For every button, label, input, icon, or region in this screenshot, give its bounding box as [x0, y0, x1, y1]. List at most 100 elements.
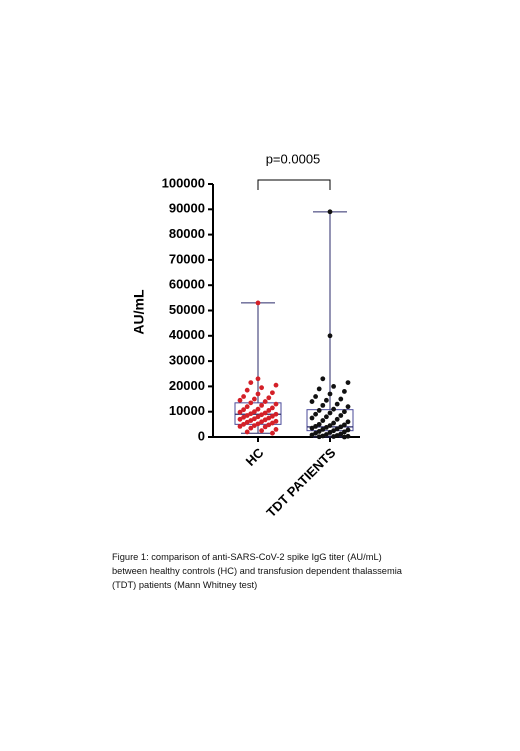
- data-point: [327, 333, 333, 339]
- data-point: [252, 409, 257, 415]
- data-point: [248, 425, 254, 431]
- data-point: [313, 411, 318, 417]
- data-point: [316, 386, 322, 392]
- data-point: [259, 412, 264, 418]
- data-point: [309, 432, 315, 438]
- data-point: [327, 391, 333, 397]
- data-point: [244, 404, 250, 410]
- data-point: [255, 376, 261, 382]
- data-point: [270, 430, 275, 436]
- data-point: [342, 422, 347, 428]
- data-point: [241, 394, 247, 399]
- data-point: [309, 399, 315, 404]
- data-point: [324, 397, 329, 403]
- data-point: [244, 419, 250, 425]
- data-point: [270, 390, 275, 396]
- data-point: [331, 434, 336, 439]
- data-point: [342, 409, 347, 415]
- data-point: [331, 406, 336, 412]
- data-point: [334, 426, 340, 432]
- data-point: [316, 408, 322, 413]
- data-point: [252, 416, 257, 422]
- data-point: [255, 300, 261, 306]
- y-tick-label: 100000: [162, 175, 205, 190]
- data-point: [313, 423, 318, 429]
- data-point: [324, 432, 329, 437]
- data-point: [255, 406, 261, 412]
- data-point: [237, 416, 243, 422]
- data-point: [320, 433, 326, 439]
- data-point: [252, 396, 257, 402]
- data-point: [320, 418, 326, 423]
- y-tick-label: 10000: [169, 403, 205, 418]
- data-point: [255, 391, 261, 397]
- data-point: [313, 430, 318, 436]
- y-tick-label: 70000: [169, 251, 205, 266]
- y-tick-label: 0: [198, 428, 205, 443]
- data-point: [262, 399, 268, 404]
- data-point: [316, 421, 322, 427]
- data-point: [270, 413, 275, 419]
- x-tick-label: TDT PATIENTS: [263, 445, 338, 520]
- data-point: [345, 404, 351, 410]
- data-point: [345, 433, 351, 439]
- data-point: [273, 418, 279, 424]
- data-point: [266, 395, 272, 401]
- data-point: [273, 401, 279, 407]
- data-point: [266, 415, 272, 421]
- data-point: [248, 380, 254, 386]
- data-point: [248, 400, 254, 406]
- y-tick-label: 50000: [169, 302, 205, 317]
- data-point: [331, 420, 336, 426]
- y-tick-label: 80000: [169, 226, 205, 241]
- data-point: [237, 423, 243, 429]
- data-point: [259, 419, 264, 425]
- data-point: [259, 385, 264, 391]
- data-point: [342, 429, 347, 435]
- y-tick-label: 90000: [169, 201, 205, 216]
- data-point: [320, 427, 326, 432]
- data-point: [270, 420, 275, 426]
- data-point: [248, 418, 254, 423]
- y-axis-label: AU/mL: [131, 289, 147, 335]
- data-point: [309, 425, 315, 431]
- data-point: [342, 434, 347, 440]
- data-point: [324, 414, 329, 420]
- data-point: [309, 415, 315, 421]
- data-point: [331, 384, 336, 389]
- data-point: [244, 429, 250, 435]
- data-point: [255, 414, 261, 420]
- data-point: [316, 434, 322, 440]
- data-point: [241, 414, 247, 420]
- data-point: [345, 380, 351, 386]
- data-point: [237, 409, 243, 415]
- chart: p=0.0005 AU/mL 0 10000 20000 30000 40000 5000…: [131, 151, 360, 520]
- data-point: [266, 408, 272, 413]
- data-point: [334, 401, 340, 407]
- data-point: [259, 402, 264, 408]
- significance-bracket: [257, 179, 331, 190]
- data-point: [327, 423, 333, 429]
- data-point: [313, 394, 318, 399]
- y-tick-label: 40000: [169, 327, 205, 342]
- data-point: [273, 427, 279, 432]
- data-point: [327, 430, 333, 435]
- data-point: [237, 397, 243, 403]
- data-point: [259, 428, 264, 434]
- data-point: [327, 410, 333, 416]
- data-point: [338, 424, 344, 430]
- data-point: [320, 376, 326, 382]
- data-point: [273, 382, 279, 388]
- data-point: [248, 411, 254, 417]
- data-point: [255, 421, 261, 427]
- data-point: [342, 389, 347, 394]
- data-point: [241, 421, 247, 427]
- data-point: [262, 417, 268, 423]
- data-point: [327, 209, 333, 215]
- x-tick-label: HC: [243, 445, 267, 469]
- data-point: [338, 431, 344, 437]
- data-point: [334, 416, 340, 422]
- y-tick-label: 30000: [169, 353, 205, 368]
- caption: Figure 1: comparison of anti-SARS-CoV-2 …: [112, 552, 402, 590]
- data-point: [324, 424, 329, 430]
